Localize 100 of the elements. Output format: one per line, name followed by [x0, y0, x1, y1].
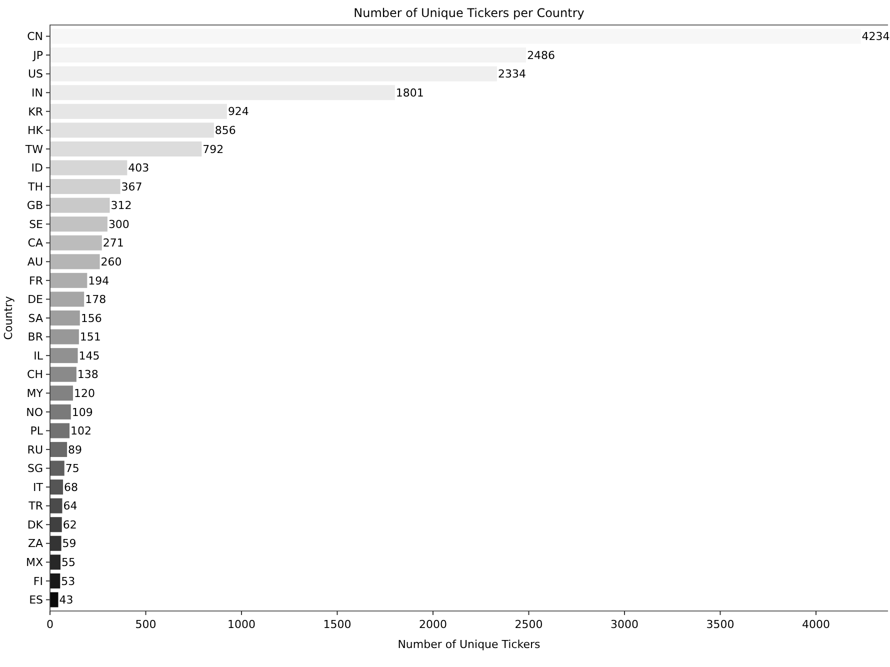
bar [50, 122, 214, 138]
y-tick-label: US [28, 68, 44, 81]
data-label: 4234 [862, 30, 890, 44]
x-tick-label: 2500 [514, 618, 543, 631]
bar [50, 404, 71, 420]
bar [50, 216, 108, 232]
data-label: 367 [121, 180, 142, 194]
y-tick-label: SE [29, 218, 44, 231]
data-label: 43 [59, 594, 74, 607]
x-tick-label: 0 [46, 618, 54, 631]
y-tick-label: ES [29, 594, 44, 607]
bar [50, 329, 79, 344]
bar [50, 498, 62, 514]
bar [50, 460, 64, 476]
bar [50, 104, 227, 119]
y-tick-label: IN [32, 86, 43, 100]
y-tick-label: BR [28, 330, 44, 344]
bar [50, 85, 395, 100]
bar [50, 423, 70, 438]
data-label: 403 [128, 162, 150, 175]
bar [50, 179, 120, 194]
y-tick-label: SA [28, 312, 44, 325]
data-label: 62 [62, 518, 77, 532]
bar [50, 48, 526, 63]
bar [50, 386, 73, 401]
x-tick-label: 1500 [323, 618, 352, 631]
bar [50, 480, 64, 495]
data-label: 156 [80, 312, 102, 325]
y-tick-label: CA [28, 236, 44, 250]
x-tick-label: 3500 [706, 618, 734, 631]
data-label: 1801 [396, 86, 424, 100]
y-tick-label: ID [31, 162, 43, 175]
data-label: 856 [214, 124, 236, 138]
x-tick-label: 500 [135, 618, 156, 631]
y-tick-label: IT [33, 480, 44, 494]
data-label: 120 [74, 386, 95, 400]
data-label: 300 [108, 218, 130, 231]
data-label: 68 [64, 480, 78, 494]
y-tick-label: DK [27, 518, 44, 532]
data-label: 260 [100, 256, 122, 269]
x-tick-label: 1000 [228, 618, 256, 631]
data-label: 2486 [527, 48, 556, 62]
bar [50, 272, 88, 288]
data-label: 59 [62, 537, 76, 550]
y-tick-label: DE [28, 293, 44, 306]
data-label: 2334 [498, 68, 526, 81]
data-label: 194 [88, 274, 110, 288]
y-axis-title: Country [2, 296, 15, 340]
bar [50, 66, 497, 82]
y-tick-label: TR [28, 500, 44, 513]
data-label: 75 [65, 462, 80, 476]
data-label: 271 [102, 236, 124, 250]
data-label: 151 [80, 330, 101, 344]
y-tick-label: HK [28, 124, 44, 138]
bar [50, 141, 202, 156]
data-label: 55 [62, 556, 76, 570]
bar [50, 573, 60, 588]
y-tick-label: TH [27, 180, 43, 194]
y-tick-label: MY [26, 386, 44, 400]
bar [50, 592, 58, 608]
bar [50, 198, 110, 213]
y-tick-label: CN [27, 30, 43, 44]
data-label: 138 [77, 368, 98, 382]
bar [50, 310, 80, 326]
bar [50, 292, 84, 307]
bar [50, 517, 62, 532]
y-tick-label: FI [33, 574, 43, 588]
y-tick-label: IL [34, 349, 44, 362]
data-label: 64 [63, 500, 78, 513]
bar [50, 366, 76, 382]
data-label: 178 [85, 293, 106, 306]
y-tick-label: TW [24, 142, 44, 156]
y-tick-label: RU [27, 443, 43, 456]
y-tick-label: JP [32, 48, 44, 62]
bar [50, 160, 128, 176]
bar [50, 254, 100, 270]
y-tick-label: PL [30, 424, 44, 438]
bar [50, 348, 78, 364]
y-tick-label: FR [29, 274, 44, 288]
y-tick-label: KR [28, 105, 44, 118]
bar [50, 442, 68, 457]
y-tick-label: AU [27, 256, 43, 269]
data-label: 145 [78, 349, 100, 362]
y-tick-label: GB [26, 199, 43, 212]
data-label: 109 [72, 406, 93, 419]
data-label: 792 [202, 142, 224, 156]
x-tick-label: 4000 [802, 618, 830, 631]
chart-title: Number of Unique Tickers per Country [354, 6, 584, 20]
y-tick-label: SG [27, 462, 43, 476]
x-tick-label: 2000 [419, 618, 447, 631]
y-tick-label: CH [27, 368, 43, 382]
x-axis-title: Number of Unique Tickers [398, 638, 541, 651]
data-label: 102 [70, 424, 92, 438]
y-tick-label: MX [26, 556, 44, 570]
data-label: 89 [68, 443, 82, 456]
data-label: 53 [61, 574, 76, 588]
data-label: 312 [110, 199, 132, 212]
y-tick-label: NO [26, 406, 44, 419]
bar [50, 235, 102, 250]
data-label: 924 [228, 105, 249, 118]
